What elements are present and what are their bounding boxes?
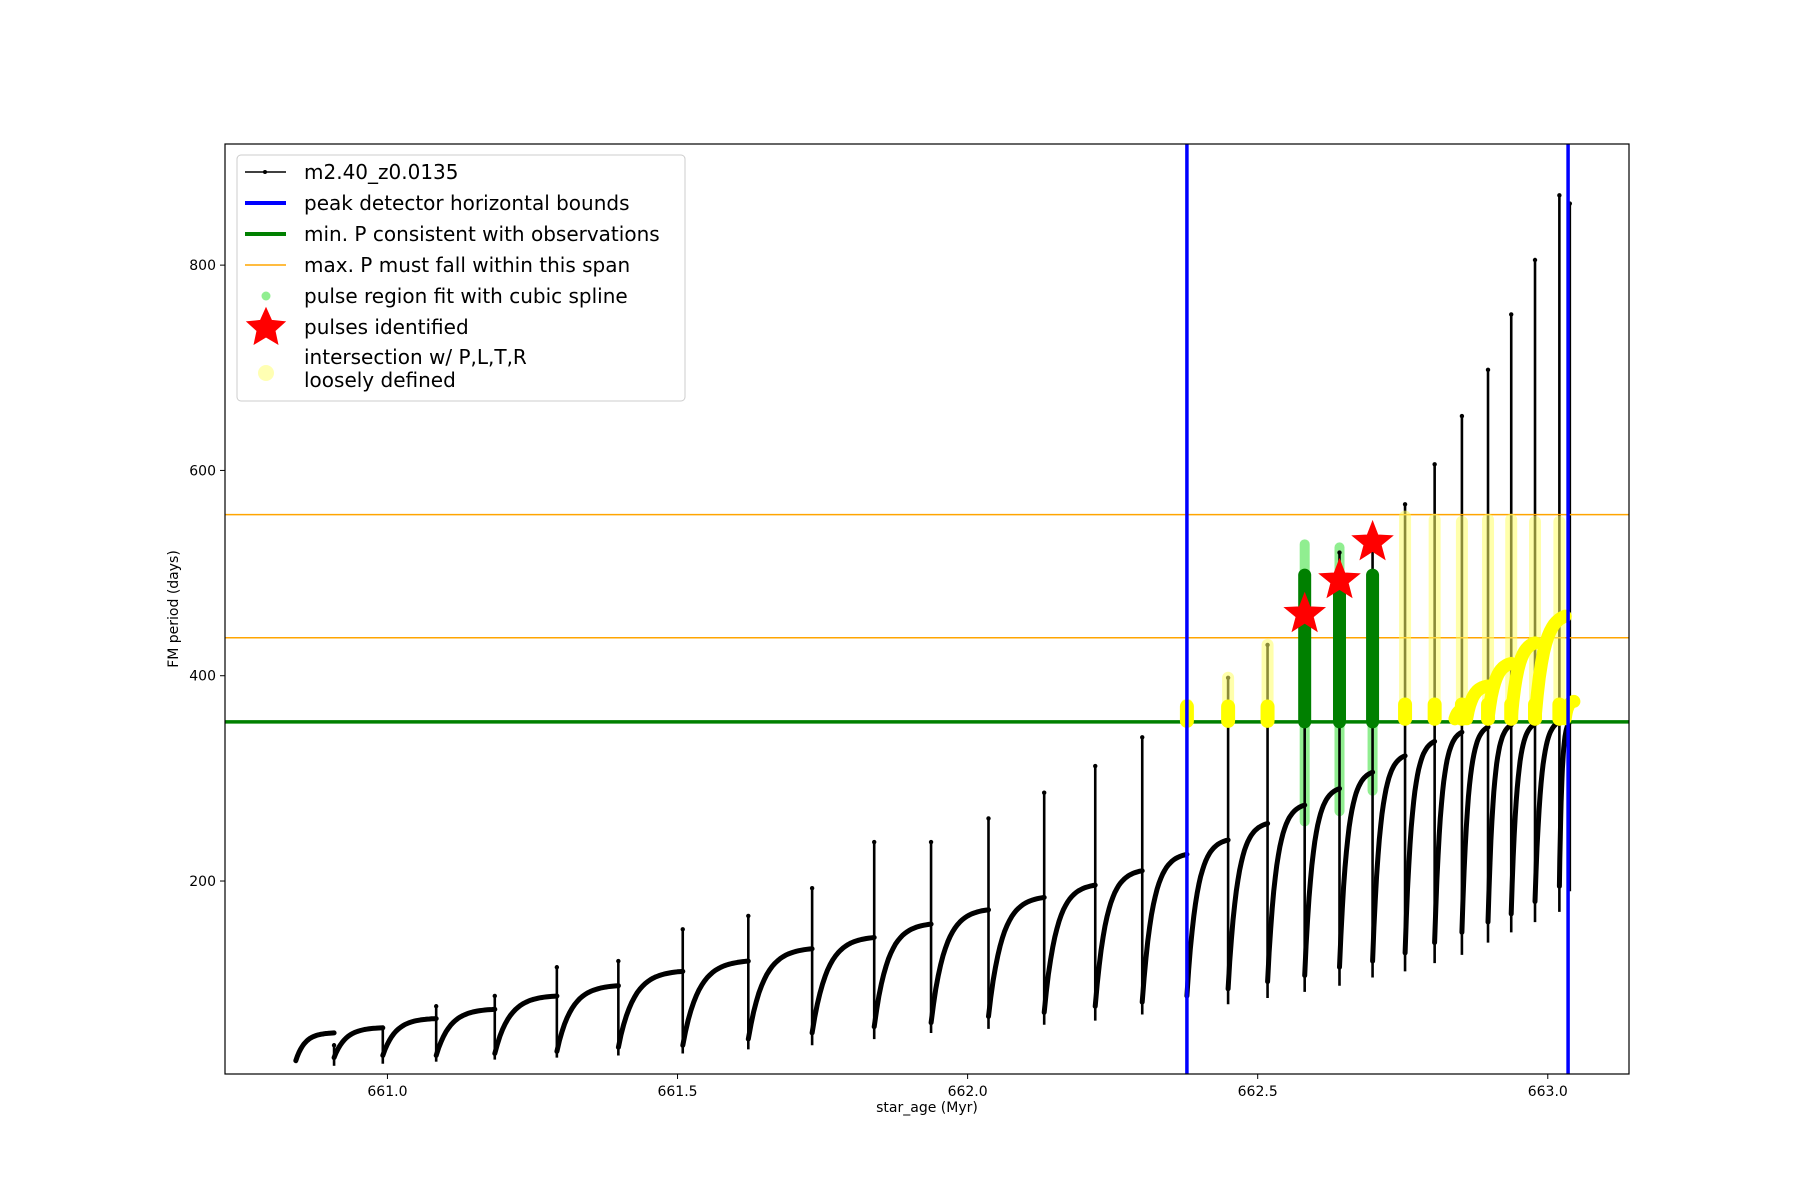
legend-label-series: m2.40_z0.0135	[304, 160, 459, 184]
pulse-identified-star	[1318, 557, 1361, 599]
series-spike-marker	[380, 1025, 386, 1031]
series-pulse-curve	[293, 1030, 337, 1064]
series-pulse-curve	[1532, 719, 1562, 904]
legend-label-intersection-line2: loosely defined	[304, 368, 456, 392]
series-pulse-curve	[1402, 738, 1438, 956]
series-pulse-curve	[615, 968, 686, 1050]
y-tick-label: 200	[189, 874, 216, 890]
x-tick-label: 662.0	[948, 1084, 988, 1100]
series-pulse-curve	[1225, 821, 1271, 992]
series-pulse-curve	[1092, 868, 1145, 1009]
series-spike-marker	[1041, 790, 1047, 795]
series-pulse-curve	[809, 935, 877, 1036]
series-pulse-curve	[986, 894, 1047, 1019]
series-pulse-curve	[380, 1016, 439, 1058]
series-spike-marker	[1485, 367, 1491, 373]
overlay-layer	[225, 144, 1629, 1074]
series-pulse-curve	[745, 946, 815, 1042]
legend-intersection-circle	[258, 365, 274, 381]
series-pulse-curve	[554, 983, 621, 1054]
x-tick-label: 661.0	[367, 1084, 407, 1100]
series-spike-marker	[1532, 257, 1538, 263]
legend-label-max-p: max. P must fall within this span	[304, 253, 630, 277]
series-spike-marker	[554, 965, 560, 970]
series-pulse-curve	[1041, 882, 1098, 1015]
series-pulse-curve	[1508, 721, 1538, 917]
axes-layer: 661.0 661.5 662.0 662.5 663.0 200 400 600 800	[189, 258, 1568, 1100]
series-spike-marker	[1140, 735, 1145, 740]
pulse-identified-star	[1351, 519, 1394, 561]
x-tick-label: 661.5	[657, 1084, 697, 1100]
legend-series-marker	[263, 170, 267, 174]
series-spike-marker	[616, 958, 621, 964]
series-spike-marker	[986, 816, 991, 821]
series-pulse-curve	[1184, 837, 1231, 999]
legend-label-min-p: min. P consistent with observations	[304, 222, 660, 246]
legend-label-bounds: peak detector horizontal bounds	[304, 191, 630, 215]
intersection-arc	[1460, 679, 1495, 726]
legend-label-pulses: pulses identified	[304, 315, 469, 339]
series-spike-marker	[680, 927, 685, 932]
legend: m2.40_z0.0135 peak detector horizontal b…	[236, 154, 686, 402]
series-spike-marker	[1432, 462, 1437, 467]
x-axis-label: star_age (Myr)	[876, 1100, 978, 1116]
series-pulse-curve	[680, 958, 751, 1048]
series-pulse-curve	[1459, 724, 1491, 935]
series-spike-marker	[331, 1043, 337, 1048]
series-pulse-curve	[492, 993, 560, 1056]
y-tick-label: 400	[189, 669, 216, 685]
series-pulse-curve	[1265, 802, 1308, 985]
series-spike-marker	[928, 839, 934, 845]
legend-label-intersection-line1: intersection w/ P,L,T,R	[304, 345, 527, 369]
intersection-arc	[1481, 656, 1518, 726]
legend-spline-dot	[261, 291, 271, 301]
series-pulse-curve	[1139, 851, 1190, 1005]
series-spike-marker	[746, 913, 751, 919]
series-spike-marker	[809, 886, 815, 891]
intersection-arc	[1528, 609, 1572, 726]
pulse-identified-star	[1283, 591, 1327, 633]
series-pulse-curve	[1337, 769, 1376, 970]
y-tick-label: 600	[189, 463, 216, 479]
series-pulse-curve	[331, 1025, 386, 1061]
x-tick-label: 662.5	[1238, 1084, 1278, 1100]
series-spike-marker	[1509, 312, 1514, 317]
legend-label-spline: pulse region fit with cubic spline	[304, 284, 628, 308]
y-axis-label: FM period (days)	[166, 550, 182, 668]
series-pulse-curve	[1370, 753, 1408, 964]
series-spike-marker	[1557, 193, 1562, 198]
series-spike-marker	[1337, 550, 1342, 555]
series-pulse-curve	[1302, 786, 1342, 978]
series-pulse-curve	[433, 1006, 498, 1058]
series-spike-marker	[1459, 413, 1465, 419]
legend-label-intersection: intersection w/ P,L,T,R loosely defined	[304, 345, 533, 392]
legend-star-icon	[245, 306, 287, 346]
legend-box	[236, 154, 686, 402]
series-pulse-curve	[1485, 722, 1514, 925]
series-pulse-curve	[928, 907, 991, 1026]
series-pulse-curve	[871, 921, 934, 1030]
series-spike-marker	[1402, 502, 1408, 507]
y-tick-label: 800	[189, 258, 216, 274]
series-spike-marker	[1093, 763, 1098, 769]
plot-frame	[224, 143, 1630, 1075]
series-spike-marker	[433, 1004, 439, 1009]
intersection-arc	[1504, 636, 1542, 726]
series-spike-marker	[872, 839, 877, 845]
x-tick-label: 663.0	[1528, 1084, 1568, 1100]
series-pulse-curve	[1432, 729, 1465, 946]
series-spike-marker	[492, 993, 497, 999]
